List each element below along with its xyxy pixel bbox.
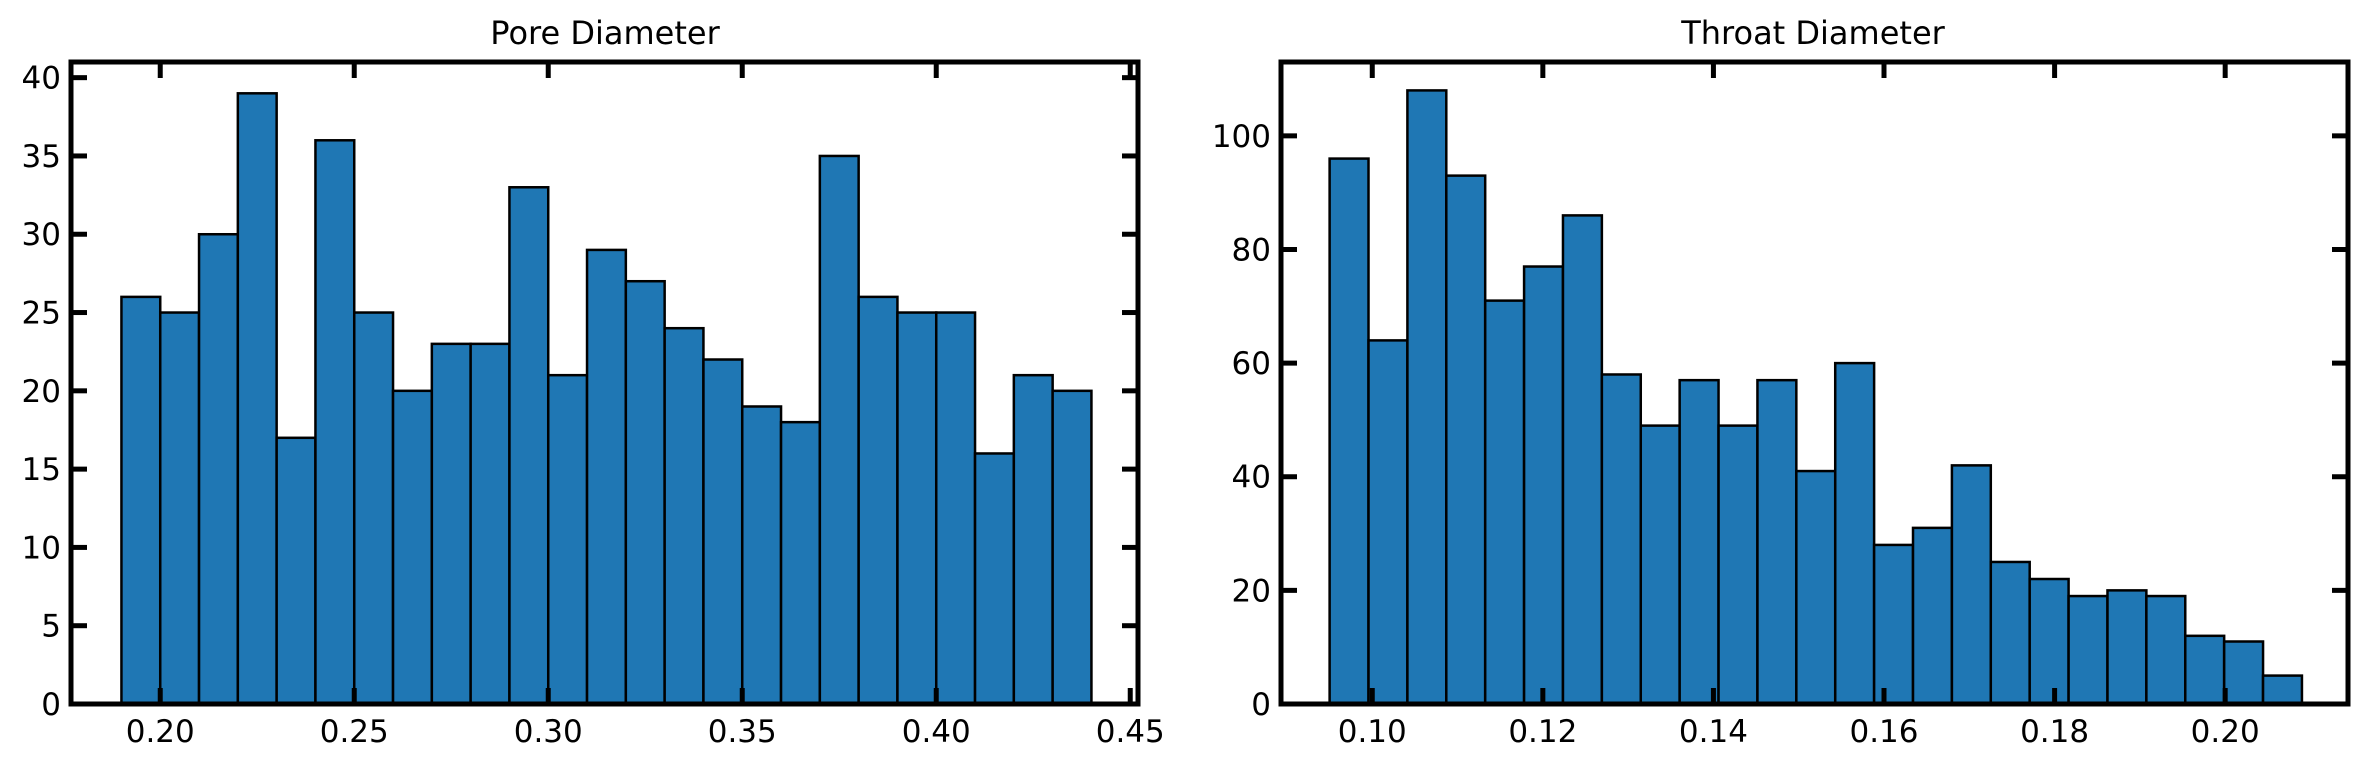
histogram-bar <box>2222 640 2265 706</box>
axes-frame <box>1278 59 2351 707</box>
histogram-bar <box>1717 424 1759 706</box>
y-tick-label: 0 <box>1251 687 1271 723</box>
x-tick-label: 0.14 <box>1679 714 1748 750</box>
histogram-bar <box>1833 361 1876 706</box>
x-tick-label: 0.35 <box>708 714 777 750</box>
histogram-bar <box>1445 174 1487 706</box>
y-tick-label: 10 <box>22 530 61 566</box>
histogram-bar <box>314 139 356 706</box>
y-tick-label: 5 <box>41 609 61 645</box>
histogram-bar <box>1756 378 1798 706</box>
histogram-bar <box>2145 594 2187 706</box>
histogram-bar <box>236 92 278 706</box>
histogram-bar <box>934 311 977 706</box>
y-tick-label: 20 <box>22 374 61 410</box>
histogram-bar <box>740 405 783 706</box>
axes-frame <box>68 59 1141 707</box>
x-tick-label: 0.30 <box>514 714 583 750</box>
histogram-bar <box>197 232 240 706</box>
chart-title: Pore Diameter <box>490 14 720 52</box>
histogram-bar <box>1872 543 1915 706</box>
x-tick-label: 0.20 <box>126 714 195 750</box>
histogram-bar <box>1051 389 1093 706</box>
x-tick-label: 0.20 <box>2191 714 2260 750</box>
histogram-bar <box>1639 424 1681 706</box>
histogram-bar <box>585 248 628 706</box>
histogram-bar <box>158 311 201 706</box>
histogram-bar <box>1483 299 1526 706</box>
pore-diameter-panel: Pore Diameter 0.20 0.25 0.30 0.35 0.40 0.45 0 5… <box>22 14 1165 750</box>
histogram-bar <box>2184 634 2226 706</box>
x-tick-label: 0.16 <box>1849 714 1918 750</box>
x-tick-label: 0.40 <box>902 714 971 750</box>
histogram-bar <box>2028 577 2070 706</box>
histogram-bar <box>469 342 511 706</box>
histogram-bar <box>352 311 395 706</box>
throat-diameter-panel: Throat Diameter 0.10 0.12 0.14 0.16 0.18 0.20… <box>1212 14 2351 750</box>
chart-title: Throat Diameter <box>1680 14 1945 52</box>
histogram-bar <box>973 452 1016 706</box>
histogram-bar <box>508 186 550 706</box>
histogram-bars <box>1328 89 2304 706</box>
histogram-bar <box>1561 214 1604 706</box>
histogram-bar <box>275 436 317 706</box>
histogram-bar <box>546 373 589 706</box>
y-tick-label: 40 <box>22 61 61 97</box>
y-tick-label: 15 <box>22 452 61 488</box>
x-tick-label: 0.45 <box>1096 714 1165 750</box>
histogram-bar <box>663 326 705 706</box>
y-tick-label: 60 <box>1232 346 1271 382</box>
y-tick-label: 25 <box>22 296 61 332</box>
histogram-bar <box>1600 373 1643 706</box>
histogram-bar <box>702 358 744 706</box>
histogram-bar <box>857 295 899 706</box>
histogram-bar <box>1795 469 1837 706</box>
histogram-bar <box>1328 157 1370 706</box>
histogram-bars <box>120 92 1093 706</box>
y-tick-label: 20 <box>1232 573 1271 609</box>
x-tick-label: 0.10 <box>1338 714 1407 750</box>
histogram-bar <box>1406 89 1448 706</box>
x-tick-label: 0.12 <box>1508 714 1577 750</box>
y-tick-label: 0 <box>41 687 61 723</box>
x-tick-label: 0.18 <box>2020 714 2089 750</box>
histogram-bar <box>430 342 472 706</box>
y-tick-label: 100 <box>1212 119 1271 155</box>
histogram-bar <box>624 279 666 706</box>
histogram-bar <box>896 311 938 706</box>
histogram-bar <box>2106 589 2148 706</box>
histogram-bar <box>1367 339 1409 706</box>
histogram-bar <box>779 420 822 706</box>
histogram-bar <box>2067 594 2109 706</box>
histogram-bar <box>1522 265 1565 706</box>
histogram-bar <box>1911 526 1954 706</box>
histogram-bar <box>1012 373 1054 706</box>
tick-labels: 0.20 0.25 0.30 0.35 0.40 0.45 0 5 10 15 20 25 30 35 40 <box>22 61 1165 750</box>
histogram-bar <box>120 295 162 706</box>
y-tick-label: 80 <box>1232 232 1271 268</box>
tick-labels: 0.10 0.12 0.14 0.16 0.18 0.20 0 20 40 60 80 100 <box>1212 119 2260 750</box>
y-tick-label: 30 <box>22 217 61 253</box>
histogram-bar <box>1678 378 1720 706</box>
x-tick-label: 0.25 <box>320 714 389 750</box>
histogram-bar <box>391 389 434 706</box>
histogram-bar <box>2261 674 2304 706</box>
y-tick-label: 40 <box>1232 460 1271 496</box>
histogram-bar <box>1989 560 2031 706</box>
histogram-bar <box>818 154 860 706</box>
y-tick-label: 35 <box>22 139 61 175</box>
histogram-bar <box>1950 464 1993 706</box>
